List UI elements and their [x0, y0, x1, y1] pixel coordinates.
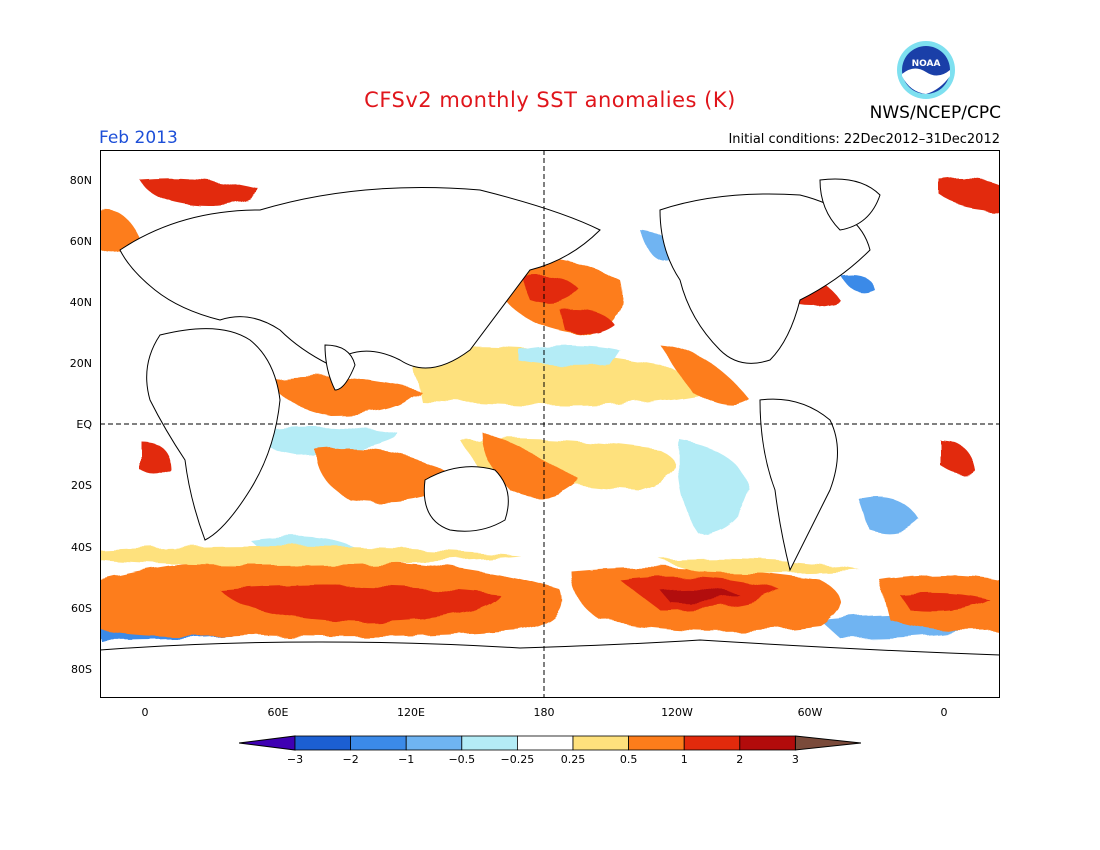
colorbar-tick-label: 3	[792, 753, 799, 766]
lon-label: 60W	[797, 706, 823, 719]
colorbar-tick-label: −2	[342, 753, 358, 766]
lat-label: 60N	[69, 235, 92, 248]
colorbar-tick-label: 0.5	[620, 753, 638, 766]
lat-label: 20S	[71, 479, 92, 492]
colorbar: −3 −2 −1 −0.5 −0.25 0.25 0.5 1 2 3	[239, 735, 861, 766]
colorbar-tick-label: −0.5	[448, 753, 475, 766]
colorbar-bin	[461, 735, 518, 751]
colorbar-tick-label: −1	[398, 753, 414, 766]
lat-label: EQ	[76, 418, 92, 431]
land	[100, 178, 1000, 698]
sst-anomaly-map	[100, 150, 1000, 698]
colorbar-bin	[294, 735, 351, 751]
colorbar-bin	[350, 735, 407, 751]
map-title: CFSv2 monthly SST anomalies (K)	[364, 88, 736, 112]
colorbar-max-arrow	[794, 735, 861, 751]
lon-label: 120E	[397, 706, 425, 719]
anomaly-field	[100, 178, 1000, 640]
colorbar-min-arrow	[239, 735, 296, 751]
colorbar-bin	[405, 735, 463, 751]
colorbar-tick-label: 0.25	[561, 753, 586, 766]
lon-label: 180	[533, 706, 555, 719]
org-label: NWS/NCEP/CPC	[869, 103, 1001, 123]
colorbar-bin	[683, 735, 741, 751]
colorbar-bin	[628, 735, 685, 751]
colorbar-tick-label: 2	[736, 753, 743, 766]
lon-label: 0	[940, 706, 948, 719]
lat-label: 80N	[69, 174, 92, 187]
lon-label: 0	[141, 706, 149, 719]
month-label: Feb 2013	[99, 128, 178, 148]
colorbar-tick-label: 1	[681, 753, 688, 766]
lon-label: 60E	[267, 706, 289, 719]
colorbar-bin	[572, 735, 629, 751]
colorbar-tick-label: −0.25	[501, 753, 535, 766]
lon-label: 120W	[661, 706, 693, 719]
lat-label: 40S	[71, 541, 92, 554]
colorbar-bin	[516, 735, 574, 751]
initial-conditions-label: Initial conditions: 22Dec2012–31Dec2012	[728, 132, 1000, 147]
noaa-logo-text: NOAA	[912, 59, 941, 69]
colorbar-tick-label: −3	[287, 753, 303, 766]
lat-label: 20N	[69, 357, 92, 370]
lat-label: 40N	[69, 296, 92, 309]
lat-label: 80S	[71, 663, 92, 676]
lat-label: 60S	[71, 602, 92, 615]
noaa-logo: NOAA	[897, 41, 955, 99]
colorbar-bin	[739, 735, 796, 751]
